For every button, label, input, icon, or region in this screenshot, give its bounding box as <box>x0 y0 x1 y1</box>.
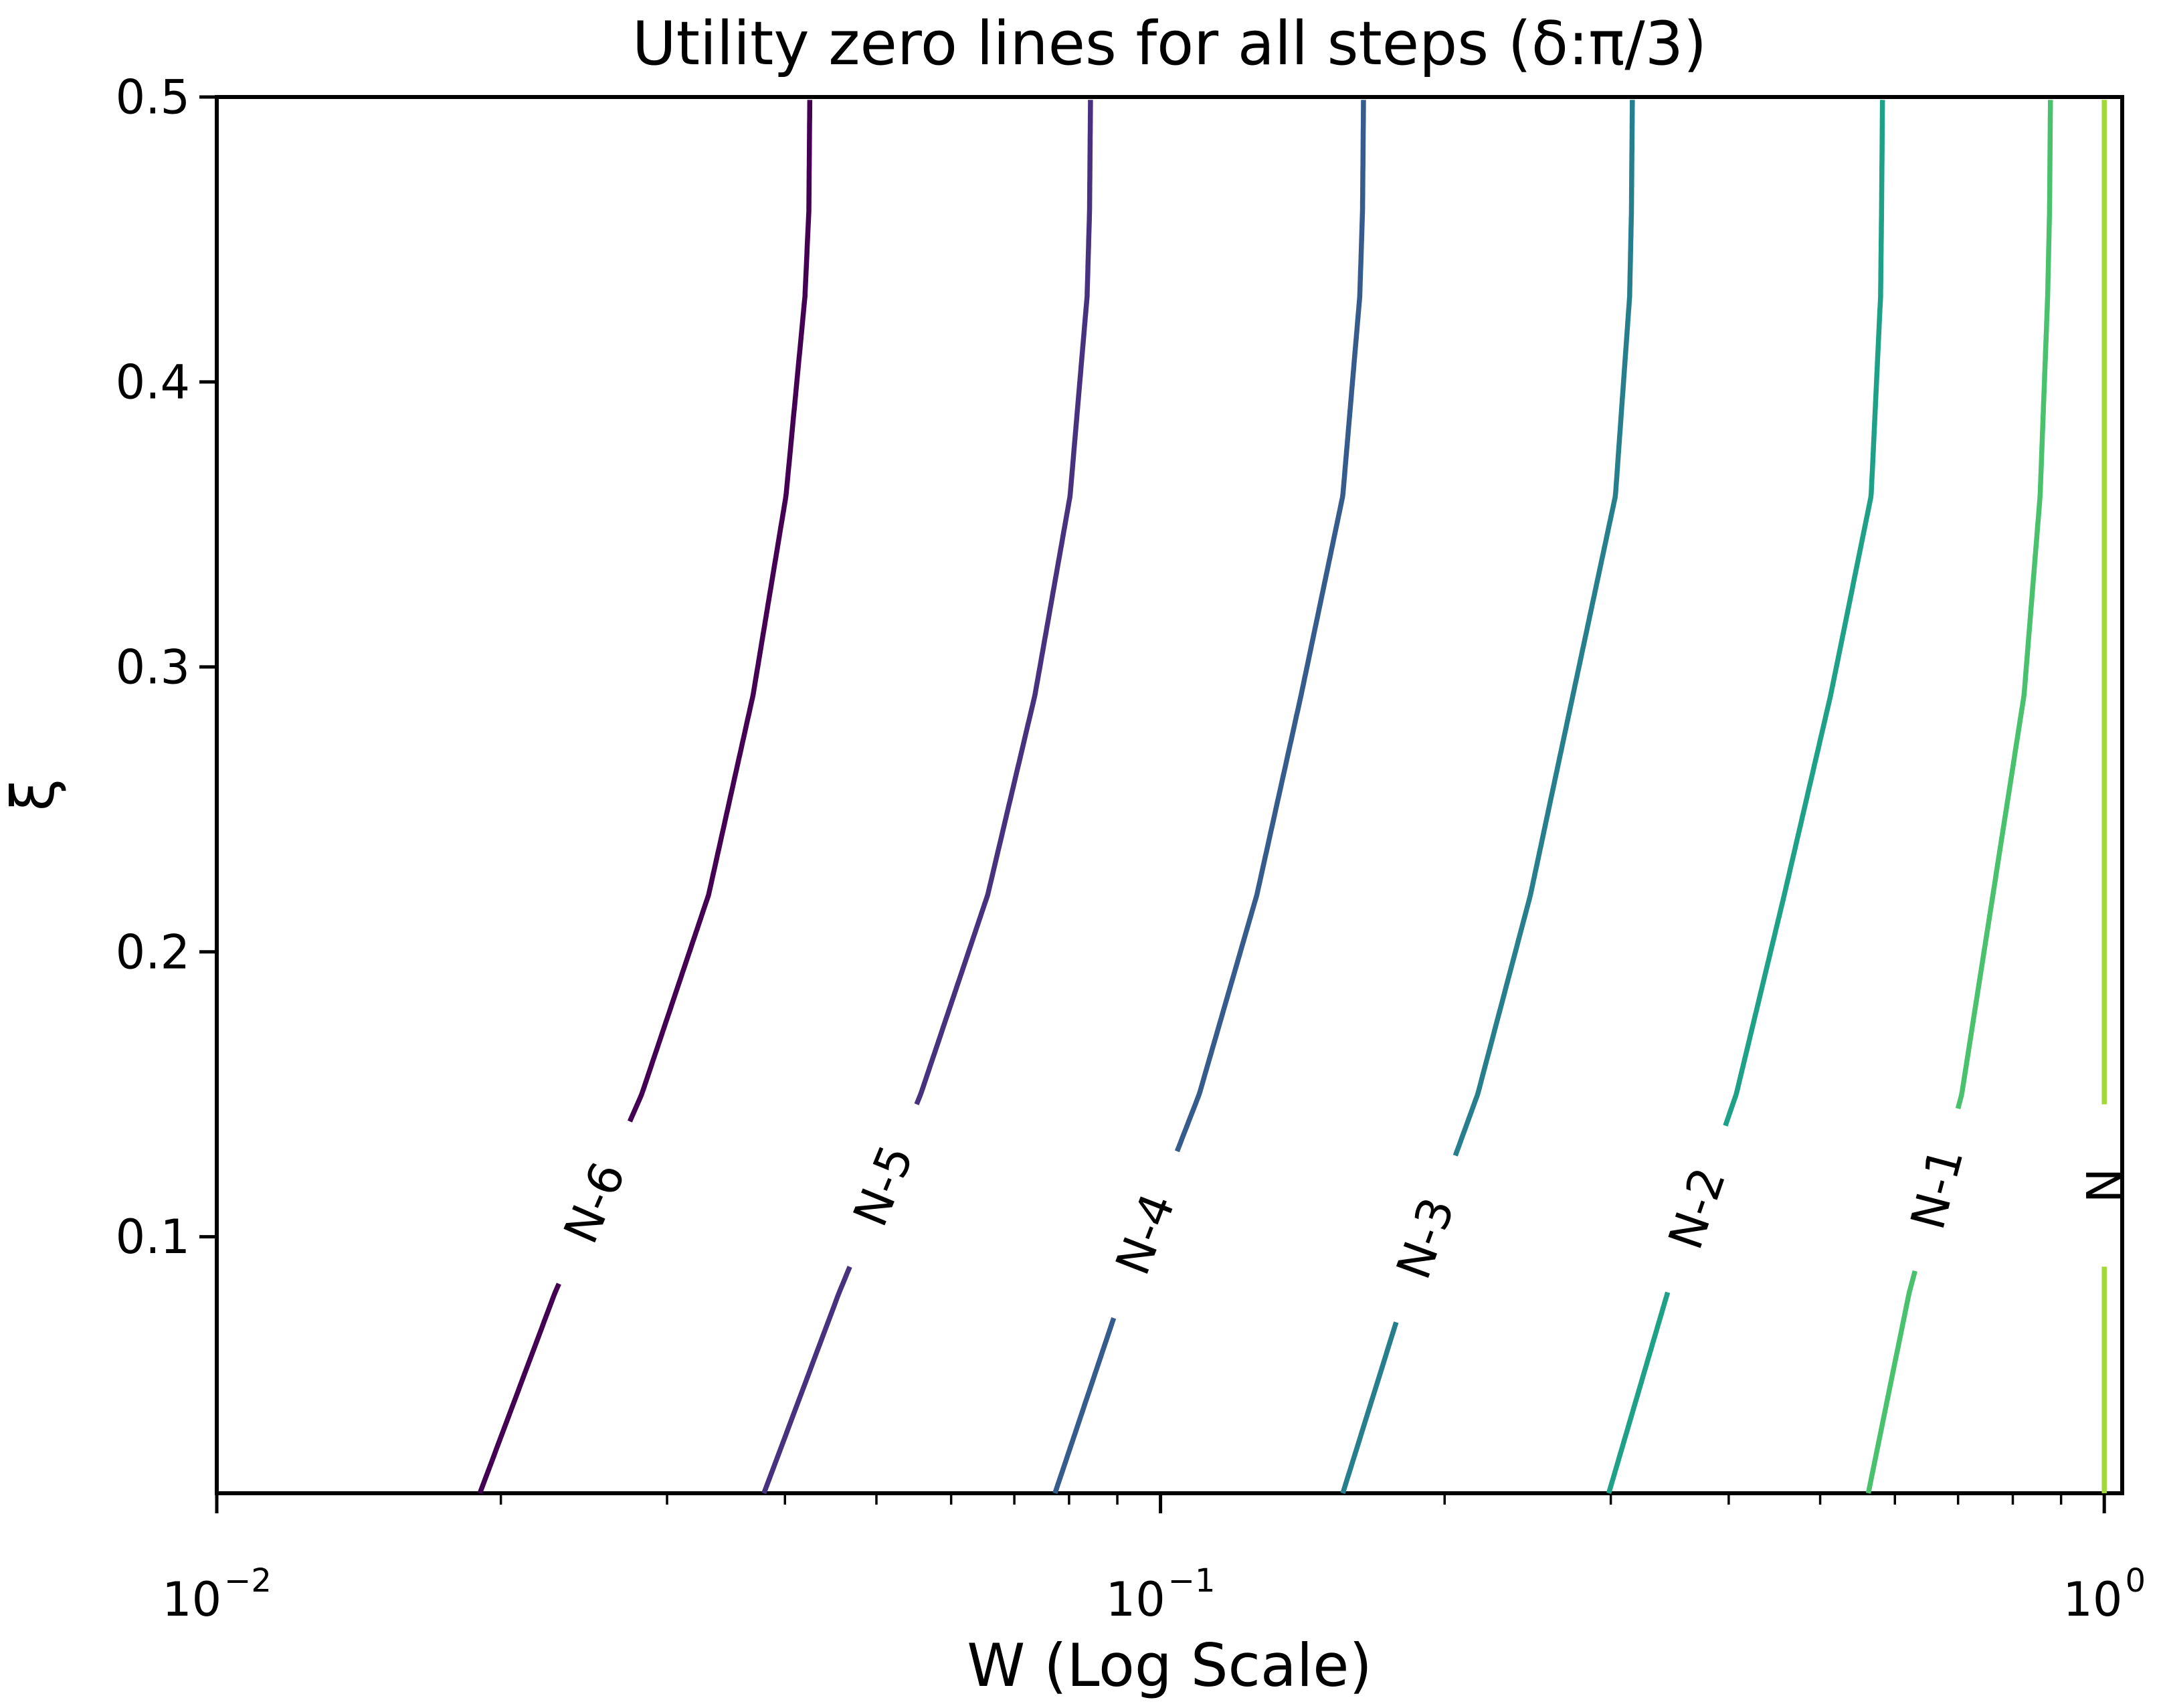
contour-line-n-1 <box>1865 1270 1917 1494</box>
x-tick-label: 10−2 <box>162 1562 272 1627</box>
contour-line-n-2 <box>1606 1291 1671 1495</box>
contour-line-n-4 <box>1174 100 1366 1153</box>
y-tick-label: 0.1 <box>116 1210 190 1264</box>
x-tick-label: 100 <box>2063 1562 2146 1627</box>
contour-line-n-6 <box>477 1283 561 1495</box>
contour-label-n: N <box>2077 1168 2132 1203</box>
contour-labels-layer: N-6 N-5 N-4 N-3 N-2 N-1 N <box>553 1137 2132 1286</box>
contour-line-n-5 <box>761 1265 852 1495</box>
contour-line-n-2 <box>1723 100 1885 1127</box>
contour-label-n-1: N-1 <box>1900 1142 1974 1235</box>
chart-title: Utility zero lines for all steps (δ:π/3) <box>632 9 1707 79</box>
contour-line-n-3 <box>1452 100 1635 1157</box>
y-tick-label: 0.3 <box>116 640 190 694</box>
contour-label-n-5: N-5 <box>842 1137 924 1234</box>
contour-label-n-4: N-4 <box>1105 1186 1186 1283</box>
y-tick-label: 0.2 <box>116 925 190 979</box>
y-tick-label: 0.5 <box>116 70 190 125</box>
axes-layer: 0.5 0.4 0.3 0.2 0.1 10−2 10−1 100 <box>116 70 2146 1628</box>
contour-label-n-6: N-6 <box>553 1154 636 1251</box>
contour-line-n-1 <box>1955 100 2053 1109</box>
contour-line-n-5 <box>914 100 1093 1106</box>
contour-lines-layer <box>477 100 2107 1495</box>
contour-line-n-6 <box>627 100 813 1123</box>
contour-label-n-2: N-2 <box>1658 1161 1736 1256</box>
x-tick-label: 10−1 <box>1106 1562 1216 1627</box>
y-axis-label: ξ <box>0 778 68 811</box>
contour-line-n-4 <box>1052 1317 1117 1495</box>
contour-label-n-3: N-3 <box>1386 1191 1465 1287</box>
x-axis-label: W (Log Scale) <box>967 1631 1372 1700</box>
plot-frame <box>215 95 2124 1495</box>
contour-line-n-3 <box>1340 1321 1399 1495</box>
y-tick-label: 0.4 <box>116 355 190 409</box>
